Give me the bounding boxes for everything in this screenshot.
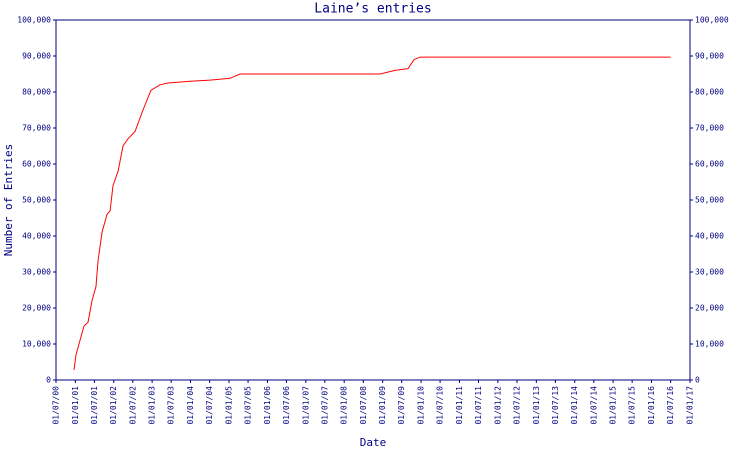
y-tick-label: 10,000 <box>22 340 51 349</box>
x-tick-label: 01/07/07 <box>320 386 329 425</box>
x-axis-label: Date <box>360 436 387 449</box>
x-tick-label: 01/01/09 <box>378 386 387 425</box>
x-tick-label: 01/01/01 <box>71 386 80 425</box>
y2-tick-label: 10,000 <box>695 340 724 349</box>
x-tick-label: 01/07/02 <box>128 386 137 425</box>
x-tick-label: 01/07/08 <box>359 386 368 425</box>
x-tick-label: 01/01/12 <box>493 386 502 425</box>
y2-tick-label: 90,000 <box>695 52 724 61</box>
x-tick-label: 01/01/03 <box>148 386 157 425</box>
y-tick-label: 70,000 <box>22 124 51 133</box>
y2-tick-label: 50,000 <box>695 196 724 205</box>
y-axis-label: Number of Entries <box>2 144 15 257</box>
x-tick-label: 01/01/13 <box>532 386 541 425</box>
x-tick-label: 01/07/13 <box>551 386 560 425</box>
x-tick-label: 01/01/08 <box>340 386 349 425</box>
x-tick-label: 01/01/17 <box>686 386 695 425</box>
x-tick-label: 01/07/16 <box>666 386 675 425</box>
x-tick-label: 01/07/15 <box>628 386 637 425</box>
y-tick-label: 0 <box>46 376 51 385</box>
x-tick-label: 01/01/14 <box>570 386 579 425</box>
x-tick-label: 01/07/03 <box>167 386 176 425</box>
y2-tick-label: 40,000 <box>695 232 724 241</box>
y-tick-label: 30,000 <box>22 268 51 277</box>
y2-tick-label: 20,000 <box>695 304 724 313</box>
data-line <box>73 56 671 370</box>
x-tick-label: 01/07/11 <box>474 386 483 425</box>
x-tick-label: 01/01/11 <box>455 386 464 425</box>
x-tick-label: 01/07/00 <box>52 386 61 425</box>
x-tick-label: 01/07/12 <box>512 386 521 425</box>
y-tick-label: 100,000 <box>17 16 51 25</box>
x-tick-label: 01/01/06 <box>263 386 272 425</box>
x-tick-label: 01/01/02 <box>109 386 118 425</box>
x-tick-label: 01/01/10 <box>417 386 426 425</box>
y2-tick-label: 70,000 <box>695 124 724 133</box>
x-tick-label: 01/01/04 <box>186 386 195 425</box>
x-tick-label: 01/07/01 <box>90 386 99 425</box>
y-tick-label: 20,000 <box>22 304 51 313</box>
x-tick-label: 01/07/10 <box>436 386 445 425</box>
y2-tick-label: 80,000 <box>695 88 724 97</box>
chart-title: Laine’s entries <box>314 2 431 17</box>
y-tick-label: 40,000 <box>22 232 51 241</box>
x-tick-label: 01/07/09 <box>397 386 406 425</box>
x-tick-label: 01/01/16 <box>647 386 656 425</box>
y-tick-label: 60,000 <box>22 160 51 169</box>
y2-tick-label: 60,000 <box>695 160 724 169</box>
y-tick-label: 80,000 <box>22 88 51 97</box>
x-tick-label: 01/07/06 <box>282 386 291 425</box>
y-tick-label: 90,000 <box>22 52 51 61</box>
x-tick-label: 01/01/15 <box>609 386 618 425</box>
x-tick-label: 01/01/05 <box>225 386 234 425</box>
x-tick-label: 01/01/07 <box>301 386 310 425</box>
y2-tick-label: 100,000 <box>695 16 729 25</box>
y2-tick-label: 30,000 <box>695 268 724 277</box>
x-tick-label: 01/07/14 <box>589 386 598 425</box>
x-tick-label: 01/07/05 <box>244 386 253 425</box>
y-tick-label: 50,000 <box>22 196 51 205</box>
y2-tick-label: 0 <box>695 376 700 385</box>
x-tick-label: 01/07/04 <box>205 386 214 425</box>
